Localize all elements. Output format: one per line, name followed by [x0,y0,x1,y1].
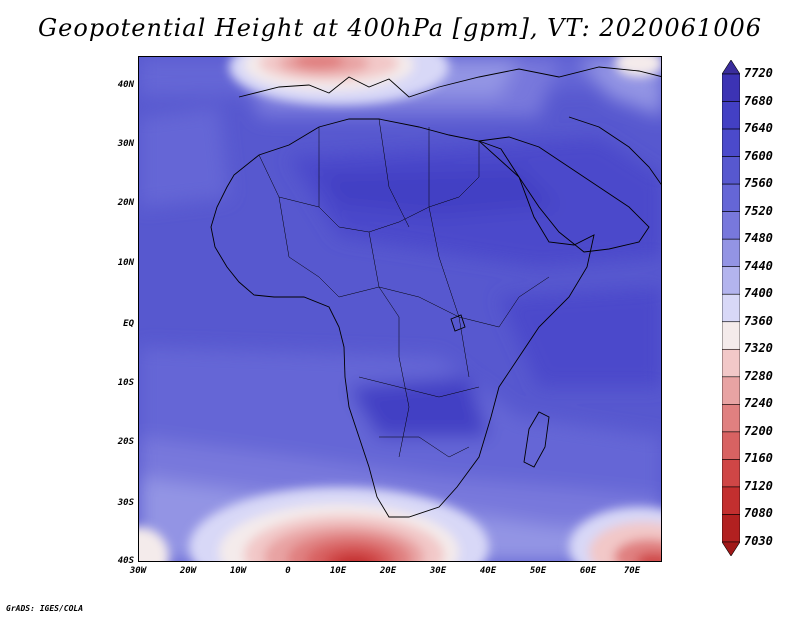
grads-credit: GrADS: IGES/COLA [6,604,84,613]
west-africa-border [278,196,340,298]
colorbar-label: 7520 [744,203,773,218]
libya-border [378,118,410,228]
colorbar-label: 7480 [744,231,773,246]
lat-label-eq: EQ [123,319,134,329]
map-panel [138,56,662,562]
south-africa-border [379,436,470,458]
colorbar-segment [722,73,740,102]
lat-label-10s: 10S [117,378,134,388]
height-field-map [139,57,661,561]
madagascar-coastline [523,411,550,468]
colorbar-label: 7400 [744,286,773,301]
colorbar-segment [722,486,740,515]
colorbar-label: 7120 [744,478,773,493]
colorbar-label: 7560 [744,176,773,191]
southern-africa-border [358,376,480,398]
angola-border [398,356,410,458]
colorbar-segment [722,128,740,157]
chad-border [368,231,400,357]
colorbar-segment [722,404,740,433]
colorbar-segment [722,459,740,488]
horn-of-africa-border [498,276,550,328]
colorbar-label: 7720 [744,66,773,80]
coastlines [210,66,661,518]
colorbar [722,60,740,556]
lon-label-50e: 50E [529,566,547,576]
lat-label-20n: 20N [117,198,134,208]
central-africa-border [338,286,500,328]
map-title: Geopotential Height at 400hPa [gpm], VT:… [38,14,762,42]
colorbar-segment [722,266,740,295]
europe-coastline [238,66,661,98]
colorbar-segment [722,293,740,323]
colorbar-segment [722,431,740,460]
lat-label-40n: 40N [117,80,134,90]
lon-label-10w: 10W [229,566,247,576]
colorbar-top-triangle [722,60,740,75]
colorbar-label: 7680 [744,93,773,108]
north-africa-border [258,141,480,233]
colorbar-segment [722,183,740,212]
colorbar-label: 7200 [744,423,773,438]
lat-label-40s: 40S [117,556,134,566]
colorbar-segment [722,238,740,268]
lon-label-20w: 20W [179,566,197,576]
arabian-peninsula-coastline [477,136,650,253]
colorbar-label: 7080 [744,506,773,521]
colorbar-label: 7240 [744,396,773,411]
colorbar-segment [722,211,740,240]
colorbar-segment [722,101,740,130]
lon-label-70e: 70E [623,566,641,576]
lon-label-10e: 10E [329,566,347,576]
colorbar-segment [722,376,740,405]
colorbar-segment [722,156,740,185]
lon-label-30e: 30E [429,566,447,576]
colorbar-label: 7280 [744,368,773,383]
lon-label-0: 0 [285,566,291,576]
colorbar-segments [722,60,740,556]
colorbar-segment [722,514,740,543]
colorbar-label: 7440 [744,258,773,273]
east-africa-border [438,256,470,378]
egypt-sudan-border [428,127,440,258]
colorbar-label: 7600 [744,148,773,163]
colorbar-label: 7360 [744,313,773,328]
lon-label-20e: 20E [379,566,397,576]
colorbar-bottom-triangle [722,541,740,556]
africa-coastline [210,118,595,518]
low-anomaly-shading [139,57,661,561]
lat-label-30s: 30S [117,498,134,508]
asia-coastline [568,116,661,185]
lat-label-30n: 30N [117,139,134,149]
colorbar-label: 7320 [744,341,773,356]
colorbar-segment [722,348,740,378]
colorbar-label: 7030 [744,534,773,548]
lon-label-60e: 60E [579,566,597,576]
country-borders [258,118,550,458]
colorbar-segment [722,321,740,350]
lon-label-40e: 40E [479,566,497,576]
colorbar-label: 7640 [744,121,773,136]
lon-label-30w: 30W [129,566,147,576]
lat-label-10n: 10N [117,258,134,268]
colorbar-label: 7160 [744,451,773,466]
lat-label-20s: 20S [117,437,134,447]
